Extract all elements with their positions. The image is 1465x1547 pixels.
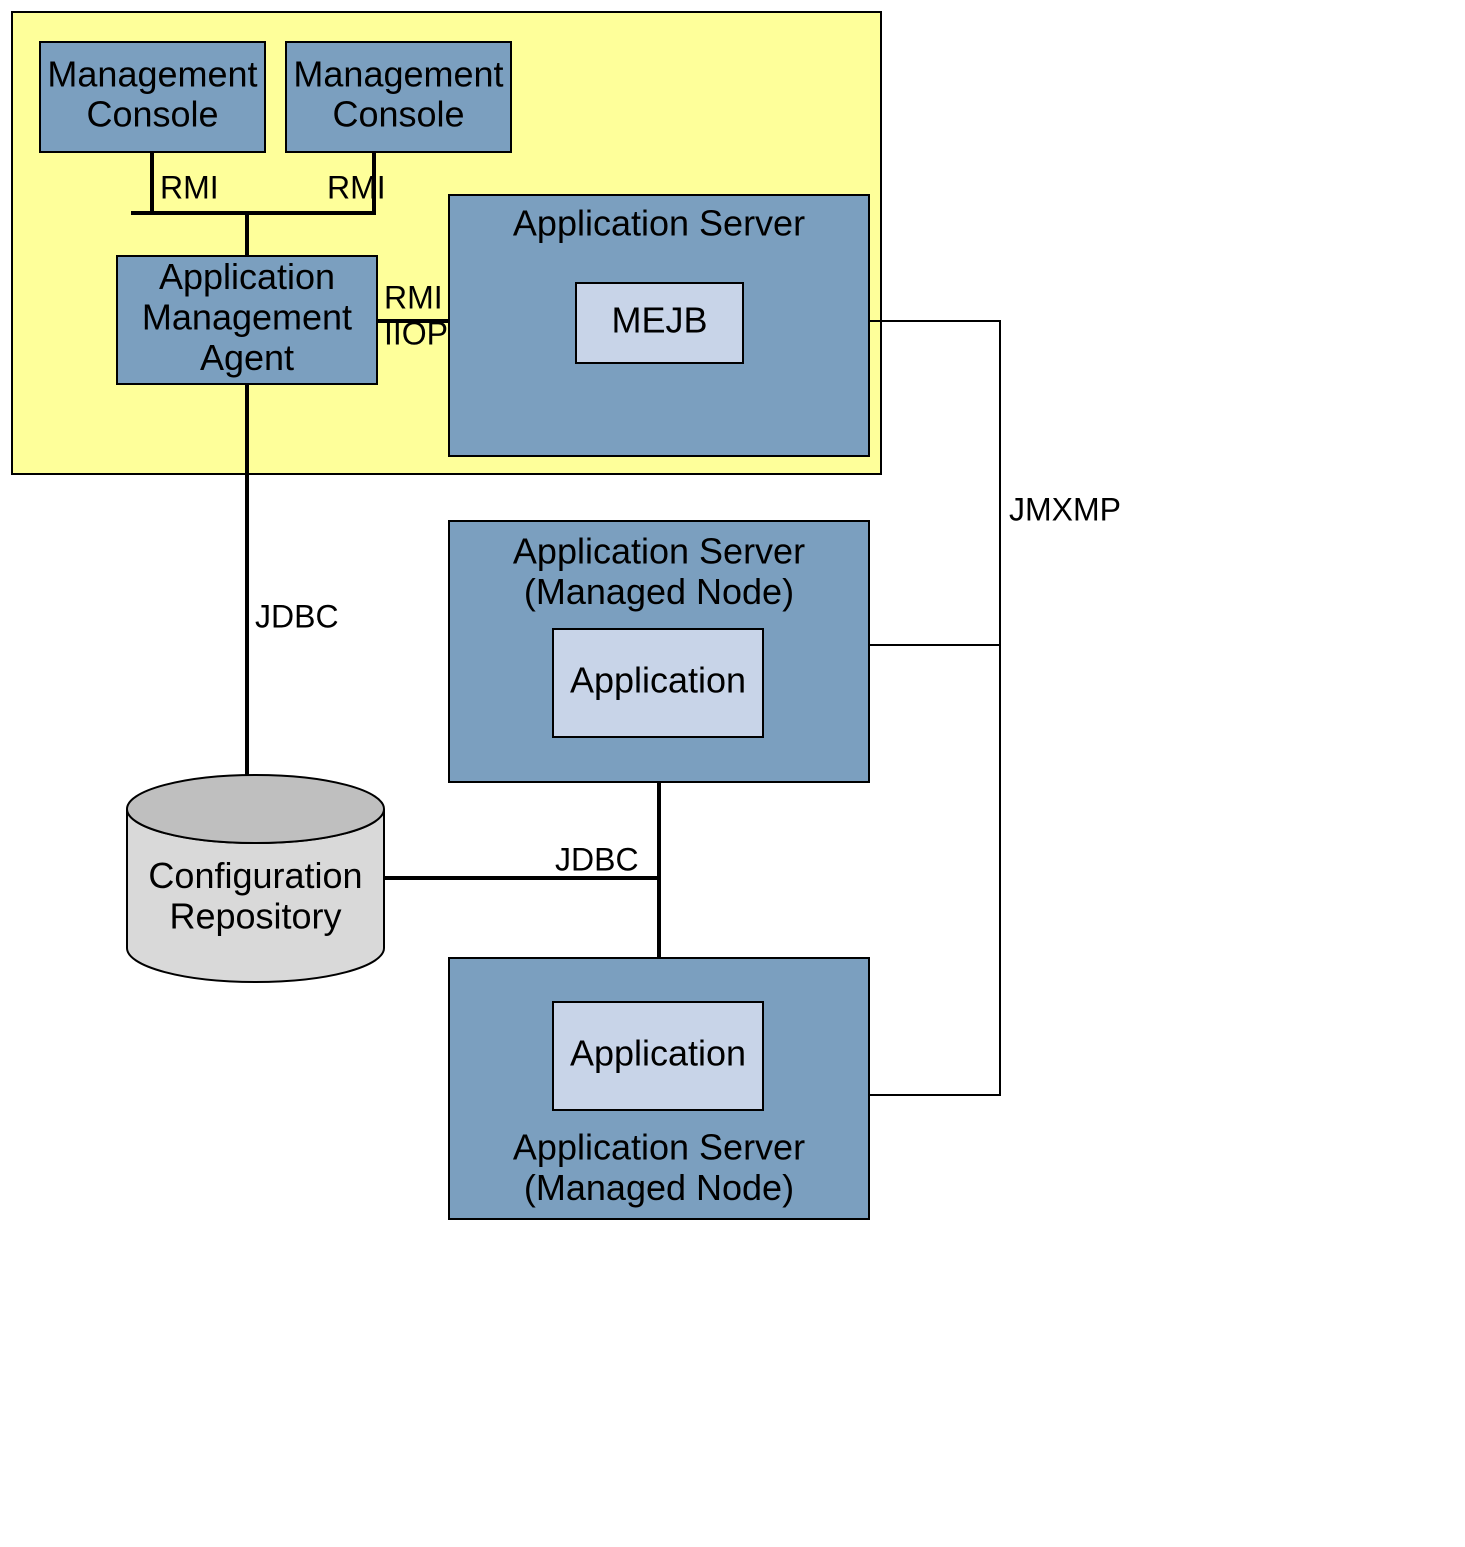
node-label-app3-0: Application bbox=[570, 1033, 746, 1074]
node-label-agent-2: Agent bbox=[200, 337, 294, 378]
node-label-db-1: Repository bbox=[169, 895, 341, 936]
node-db-top bbox=[127, 775, 384, 843]
node-label-srv3-0: Application Server bbox=[513, 1127, 805, 1168]
node-label-srv2-1: (Managed Node) bbox=[524, 571, 794, 612]
edge-label-e-mc2-rmi: RMI bbox=[327, 169, 386, 205]
edge-label-e-agent-srv1-1: IIOP bbox=[384, 315, 448, 351]
node-label-mc1-1: Console bbox=[86, 94, 218, 135]
edge-label-e-jmxmp-v: JMXMP bbox=[1009, 491, 1121, 527]
architecture-diagram: RMIRMIRMIIIOPJDBCJDBCManagementConsoleMa… bbox=[0, 0, 1465, 1547]
node-label-srv2-0: Application Server bbox=[513, 531, 805, 572]
node-label-agent-1: Management bbox=[142, 297, 352, 338]
edge-label-e-agent-srv1-0: RMI bbox=[384, 279, 443, 315]
node-label-srv1-0: Application Server bbox=[513, 203, 805, 244]
node-label-mc2-0: Management bbox=[293, 53, 503, 94]
edge-label-e-db-branch: JDBC bbox=[555, 841, 639, 877]
node-label-mejb-0: MEJB bbox=[611, 300, 707, 341]
node-label-mc2-1: Console bbox=[332, 94, 464, 135]
node-label-mc1-0: Management bbox=[47, 53, 257, 94]
edge-label-e-agent-db: JDBC bbox=[255, 598, 339, 634]
edge-label-e-mc1-rmi: RMI bbox=[160, 169, 219, 205]
node-label-agent-0: Application bbox=[159, 256, 335, 297]
node-label-app2-0: Application bbox=[570, 660, 746, 701]
node-label-db-0: Configuration bbox=[148, 855, 362, 896]
node-label-srv3-1: (Managed Node) bbox=[524, 1167, 794, 1208]
